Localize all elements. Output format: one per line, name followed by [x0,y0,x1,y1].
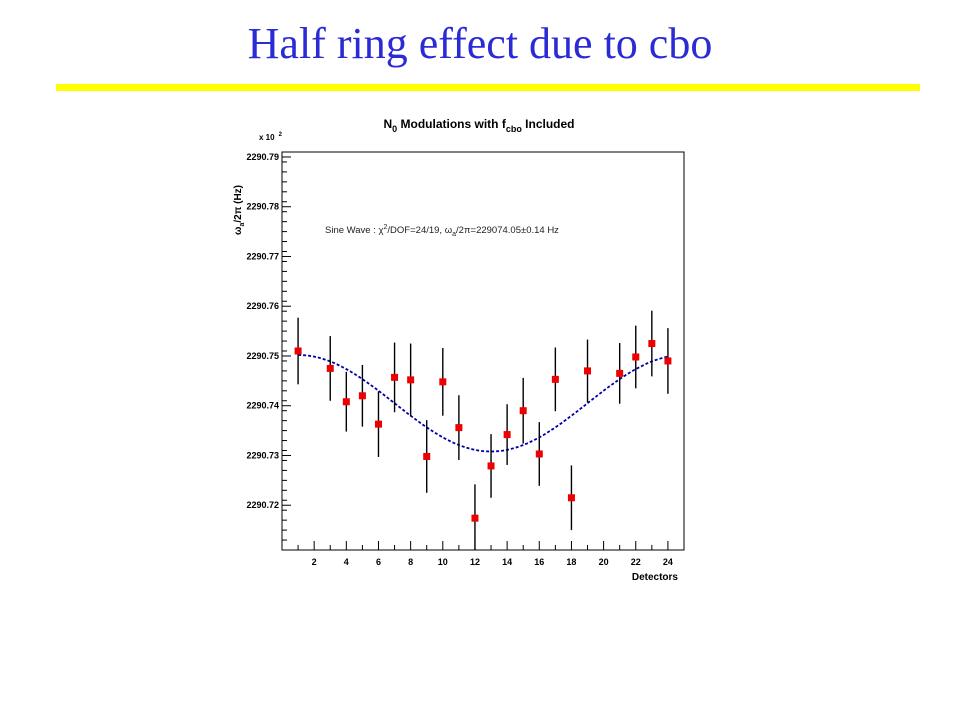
slide-title: Half ring effect due to cbo [247,19,713,68]
data-point [391,373,399,381]
y-multiplier-exp: 2 [279,132,283,138]
x-tick-label: 22 [631,557,641,567]
x-tick-label: 18 [566,557,576,567]
y-tick-label: 2290.73 [246,450,279,460]
x-tick-label: 20 [599,557,609,567]
plot-frame [281,151,685,551]
data-point [407,376,415,384]
x-tick-label: 12 [470,557,480,567]
x-tick-label: 24 [663,557,673,567]
data-points [294,340,672,522]
data-point [326,364,334,372]
y-label-rest: /2π (Hz) [233,185,244,223]
x-axis: 2 4 6 8 10 12 14 16 18 20 22 24 [297,541,673,567]
data-point [535,450,543,458]
data-point [471,514,479,522]
x-tick-label: 4 [344,557,349,567]
y-multiplier: x 10 2 [259,132,283,142]
x-tick-label: 14 [502,557,512,567]
y-tick-label: 2290.78 [246,202,279,212]
data-point [503,431,511,439]
data-point [342,398,350,406]
data-point [439,378,447,386]
data-point [358,392,366,400]
x-tick-label: 10 [438,557,448,567]
annotation-omega-rest: /2π=229074.05±0.14 Hz [456,225,559,236]
chart-title-f-sub: cbo [506,124,523,134]
y-tick-label: 2290.77 [246,251,279,261]
data-point [455,424,463,432]
y-label-omega-sub: a [239,223,246,227]
y-multiplier-base: x 10 [259,133,275,142]
chart-title-n: N [383,117,392,131]
y-tick-label: 2290.79 [246,152,279,162]
data-point [648,340,656,348]
data-point [487,462,495,470]
data-point [664,357,672,365]
chart-title-middle: Modulations with f [397,117,507,131]
x-tick-label: 2 [312,557,317,567]
y-tick-label: 2290.76 [246,301,279,311]
x-axis-label: Detectors [632,572,679,583]
annotation-omega: ω [445,225,453,236]
annotation-prefix: Sine Wave : [325,225,379,236]
annotation-chi-sup: 2 [384,224,388,231]
data-point [423,452,431,460]
error-bars [297,310,669,550]
x-tick-label: 6 [376,557,381,567]
y-label-omega: ω [233,226,244,235]
y-tick-label: 2290.72 [246,500,279,510]
annotation-chi-rest: /DOF=24/19, [387,225,444,236]
data-point [374,420,382,428]
chart-title-end: Included [522,117,575,131]
fit-annotation: Sine Wave : χ2/DOF=24/19, ωa/2π=229074.0… [325,224,559,238]
data-point [294,347,302,355]
y-axis-label: ωa/2π (Hz) [233,185,246,235]
data-point [632,353,640,361]
chart-title-n-sub: 0 [392,124,397,134]
data-point [519,407,527,415]
x-tick-label: 8 [408,557,413,567]
annotation-chi: χ [379,225,384,236]
fit-curve [298,354,669,453]
y-axis: 2290.72 2290.73 2290.74 2290.75 2290.76 2290.… [246,151,291,551]
x-tick-label: 16 [534,557,544,567]
chart-title: N0 Modulations with fcbo Included [383,117,574,134]
y-tick-label: 2290.75 [246,351,279,361]
data-point [616,369,624,377]
data-point [567,494,575,502]
title-underline [56,84,920,91]
data-point [584,367,592,375]
data-point [551,375,559,383]
y-tick-label: 2290.74 [246,401,279,411]
annotation-omega-sub: a [452,231,456,238]
